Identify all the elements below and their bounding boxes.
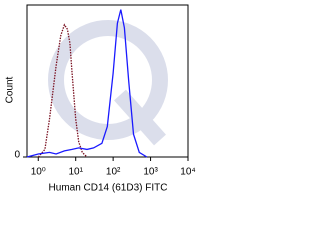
watermark-tail — [114, 89, 166, 146]
y-axis-label: Count — [5, 76, 16, 103]
x-tick-label: 10⁴ — [180, 167, 195, 178]
y-tick-label: 0 — [14, 150, 20, 161]
histogram-curve — [37, 23, 88, 158]
watermark-ring — [48, 20, 168, 140]
x-tick-label: 10³ — [143, 167, 158, 178]
x-tick-label: 10⁰ — [31, 167, 46, 178]
x-axis-label: Human CD14 (61D3) FITC — [49, 183, 168, 194]
watermark — [48, 20, 168, 146]
x-tick-label: 10¹ — [68, 167, 83, 178]
plot-frame — [26, 4, 189, 158]
x-tick-label: 10² — [106, 167, 121, 178]
chart: Count Human CD14 (61D3) FITC 10⁰ 10¹ 10² 10… — [5, 4, 196, 194]
histogram-curve — [26, 9, 148, 158]
page: Count Human CD14 (61D3) FITC 10⁰ 10¹ 10² 10… — [4, 4, 196, 194]
